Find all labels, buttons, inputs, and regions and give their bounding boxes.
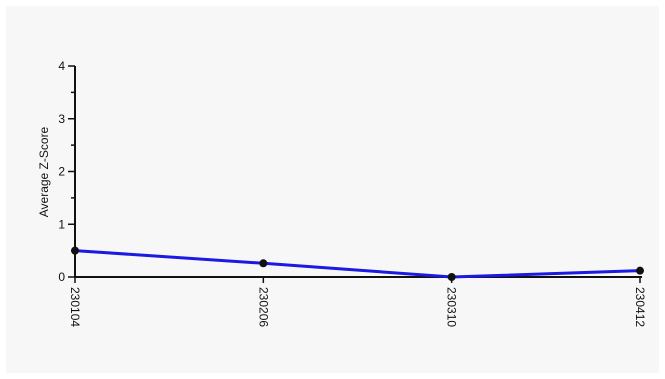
- y-tick-label: 3: [58, 112, 65, 126]
- series-group: [71, 246, 644, 281]
- data-point: [259, 259, 268, 268]
- y-axis-title: Average Z-Score: [37, 126, 51, 217]
- data-point: [636, 266, 644, 275]
- y-tick-label: 4: [58, 59, 65, 73]
- x-tick-label: 230104: [68, 287, 82, 327]
- y-tick-label: 0: [58, 270, 65, 284]
- y-tick-label: 1: [58, 217, 65, 231]
- series-line: [74, 249, 641, 279]
- data-point: [71, 246, 79, 255]
- y-ticks: 0 1 2 3 4: [58, 59, 75, 284]
- x-tick-label: 230206: [256, 287, 270, 327]
- x-tick-label: 230310: [445, 287, 459, 327]
- x-ticks: 230104 230206 230310 230412: [68, 277, 647, 327]
- x-tick-label: 230412: [633, 287, 647, 327]
- chart-panel: [6, 6, 659, 373]
- axes: [74, 66, 642, 278]
- y-tick-label: 2: [58, 165, 65, 179]
- data-point: [447, 273, 456, 281]
